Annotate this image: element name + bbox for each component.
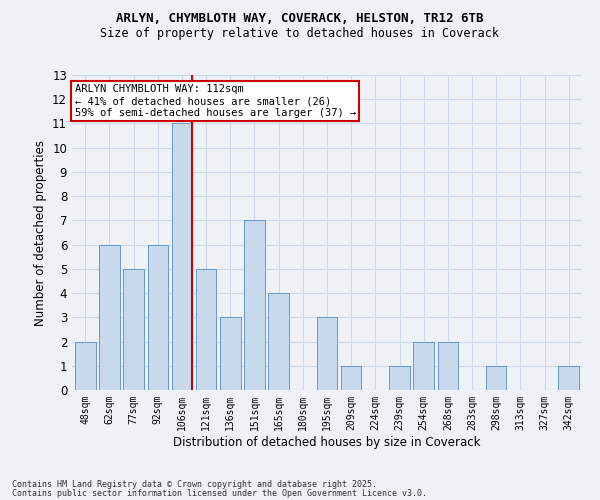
Bar xyxy=(317,318,337,390)
Text: Contains HM Land Registry data © Crown copyright and database right 2025.: Contains HM Land Registry data © Crown c… xyxy=(12,480,377,489)
Bar xyxy=(341,366,361,390)
Text: Size of property relative to detached houses in Coverack: Size of property relative to detached ho… xyxy=(101,28,499,40)
Bar xyxy=(244,220,265,390)
Bar xyxy=(99,244,120,390)
Bar xyxy=(486,366,506,390)
Bar xyxy=(268,293,289,390)
Bar xyxy=(220,318,241,390)
Bar xyxy=(124,269,144,390)
Text: ARLYN, CHYMBLOTH WAY, COVERACK, HELSTON, TR12 6TB: ARLYN, CHYMBLOTH WAY, COVERACK, HELSTON,… xyxy=(116,12,484,26)
X-axis label: Distribution of detached houses by size in Coverack: Distribution of detached houses by size … xyxy=(173,436,481,448)
Bar xyxy=(196,269,217,390)
Bar xyxy=(437,342,458,390)
Text: Contains public sector information licensed under the Open Government Licence v3: Contains public sector information licen… xyxy=(12,489,427,498)
Bar xyxy=(559,366,579,390)
Text: ARLYN CHYMBLOTH WAY: 112sqm
← 41% of detached houses are smaller (26)
59% of sem: ARLYN CHYMBLOTH WAY: 112sqm ← 41% of det… xyxy=(74,84,356,117)
Bar xyxy=(172,124,192,390)
Bar xyxy=(148,244,168,390)
Y-axis label: Number of detached properties: Number of detached properties xyxy=(34,140,47,326)
Bar xyxy=(413,342,434,390)
Bar xyxy=(389,366,410,390)
Bar xyxy=(75,342,95,390)
